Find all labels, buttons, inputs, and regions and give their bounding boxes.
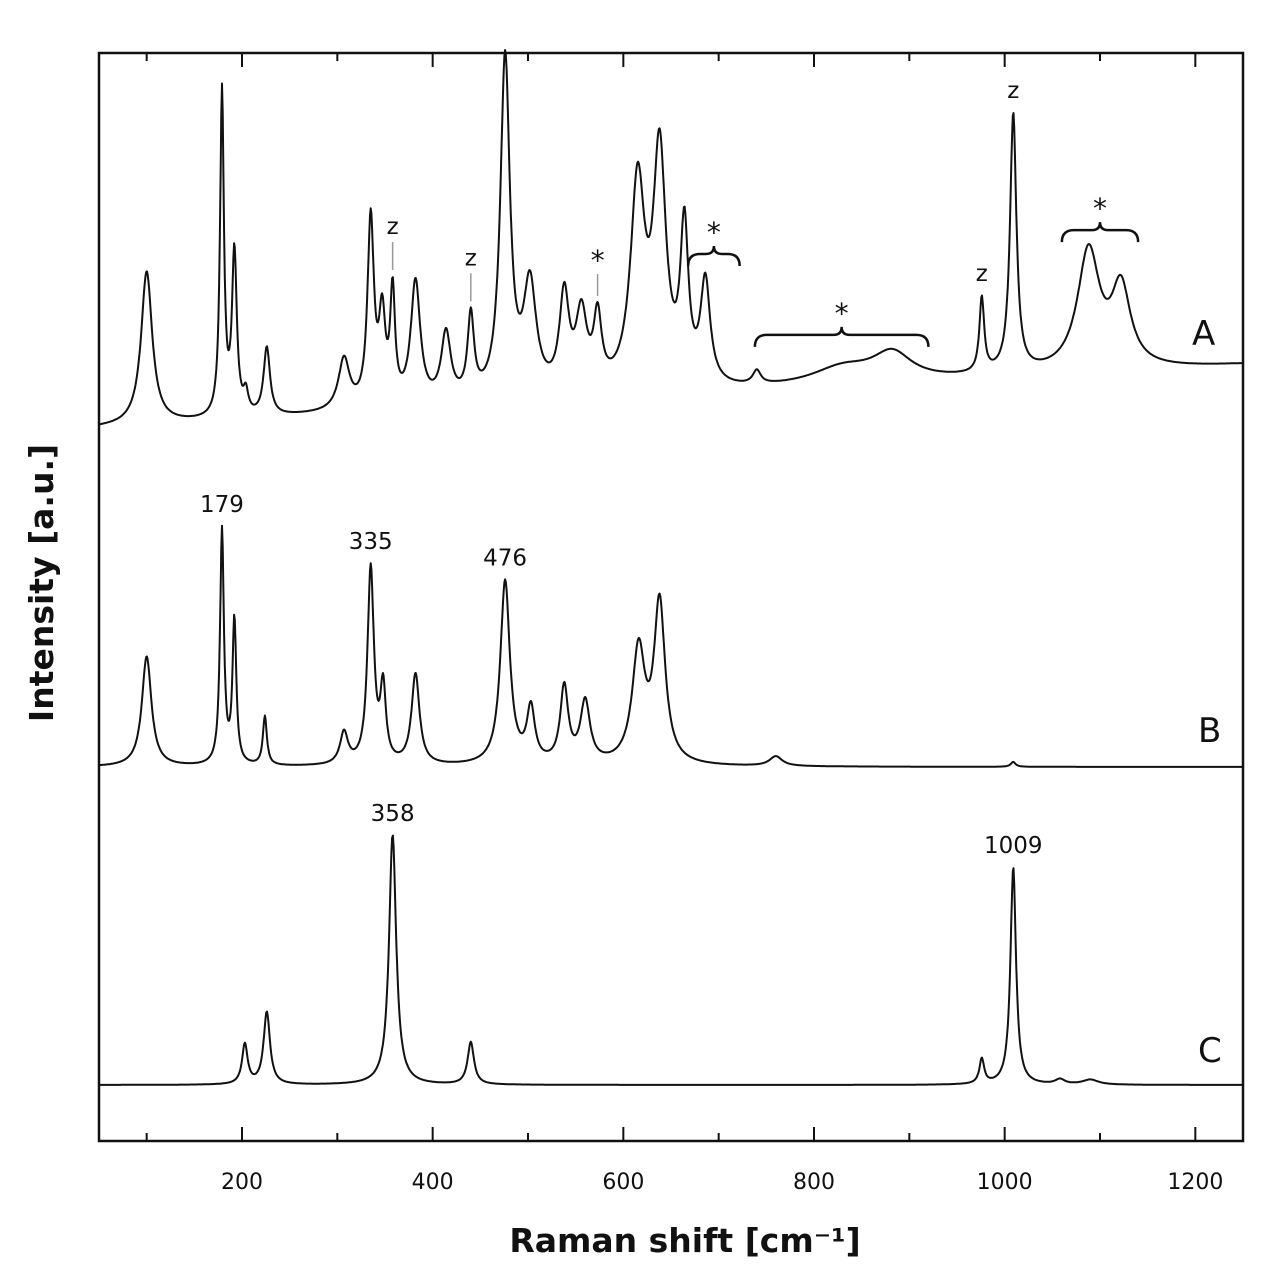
x-tick-label-1200: 1200 [1167,1170,1223,1195]
x-tick-label-800: 800 [793,1170,835,1195]
x-tick-label-600: 600 [602,1170,644,1195]
spectrum-A [98,49,1244,426]
spectrum-C [98,834,1244,1086]
peak-label-1009: 1009 [984,833,1043,859]
annotations-group: 179 335 476 358 1009 z z z z * * * * [200,78,1140,859]
peak-label-358: 358 [371,801,415,827]
asterisk-mark-2: * [835,297,849,330]
x-axis-tick-labels: 200 400 600 800 1000 1200 [221,1170,1223,1195]
spectra-group: A B C [98,49,1244,1086]
spectrum-B [98,524,1244,768]
z-mark-0: z [387,214,399,240]
x-axis-ticks [145,53,1197,1141]
x-tick-label-200: 200 [221,1170,263,1195]
peak-label-179: 179 [200,492,244,518]
z-mark-1: z [465,245,477,271]
series-label-C: C [1198,1031,1222,1071]
peak-label-476: 476 [483,545,527,571]
x-tick-label-1000: 1000 [977,1170,1033,1195]
x-tick-label-400: 400 [412,1170,454,1195]
asterisk-mark-3: * [1093,192,1107,225]
plot-frame [97,51,1245,1143]
x-axis-title: Raman shift [cm⁻¹] [509,1221,860,1260]
y-axis-title: Intensity [a.u.] [22,444,61,722]
asterisk-mark-0: * [591,244,605,277]
series-label-B: B [1198,711,1221,751]
series-label-A: A [1192,314,1215,354]
z-mark-3: z [1007,78,1019,104]
peak-label-335: 335 [349,529,393,555]
asterisk-mark-1: * [707,216,721,249]
z-mark-2: z [976,261,988,287]
